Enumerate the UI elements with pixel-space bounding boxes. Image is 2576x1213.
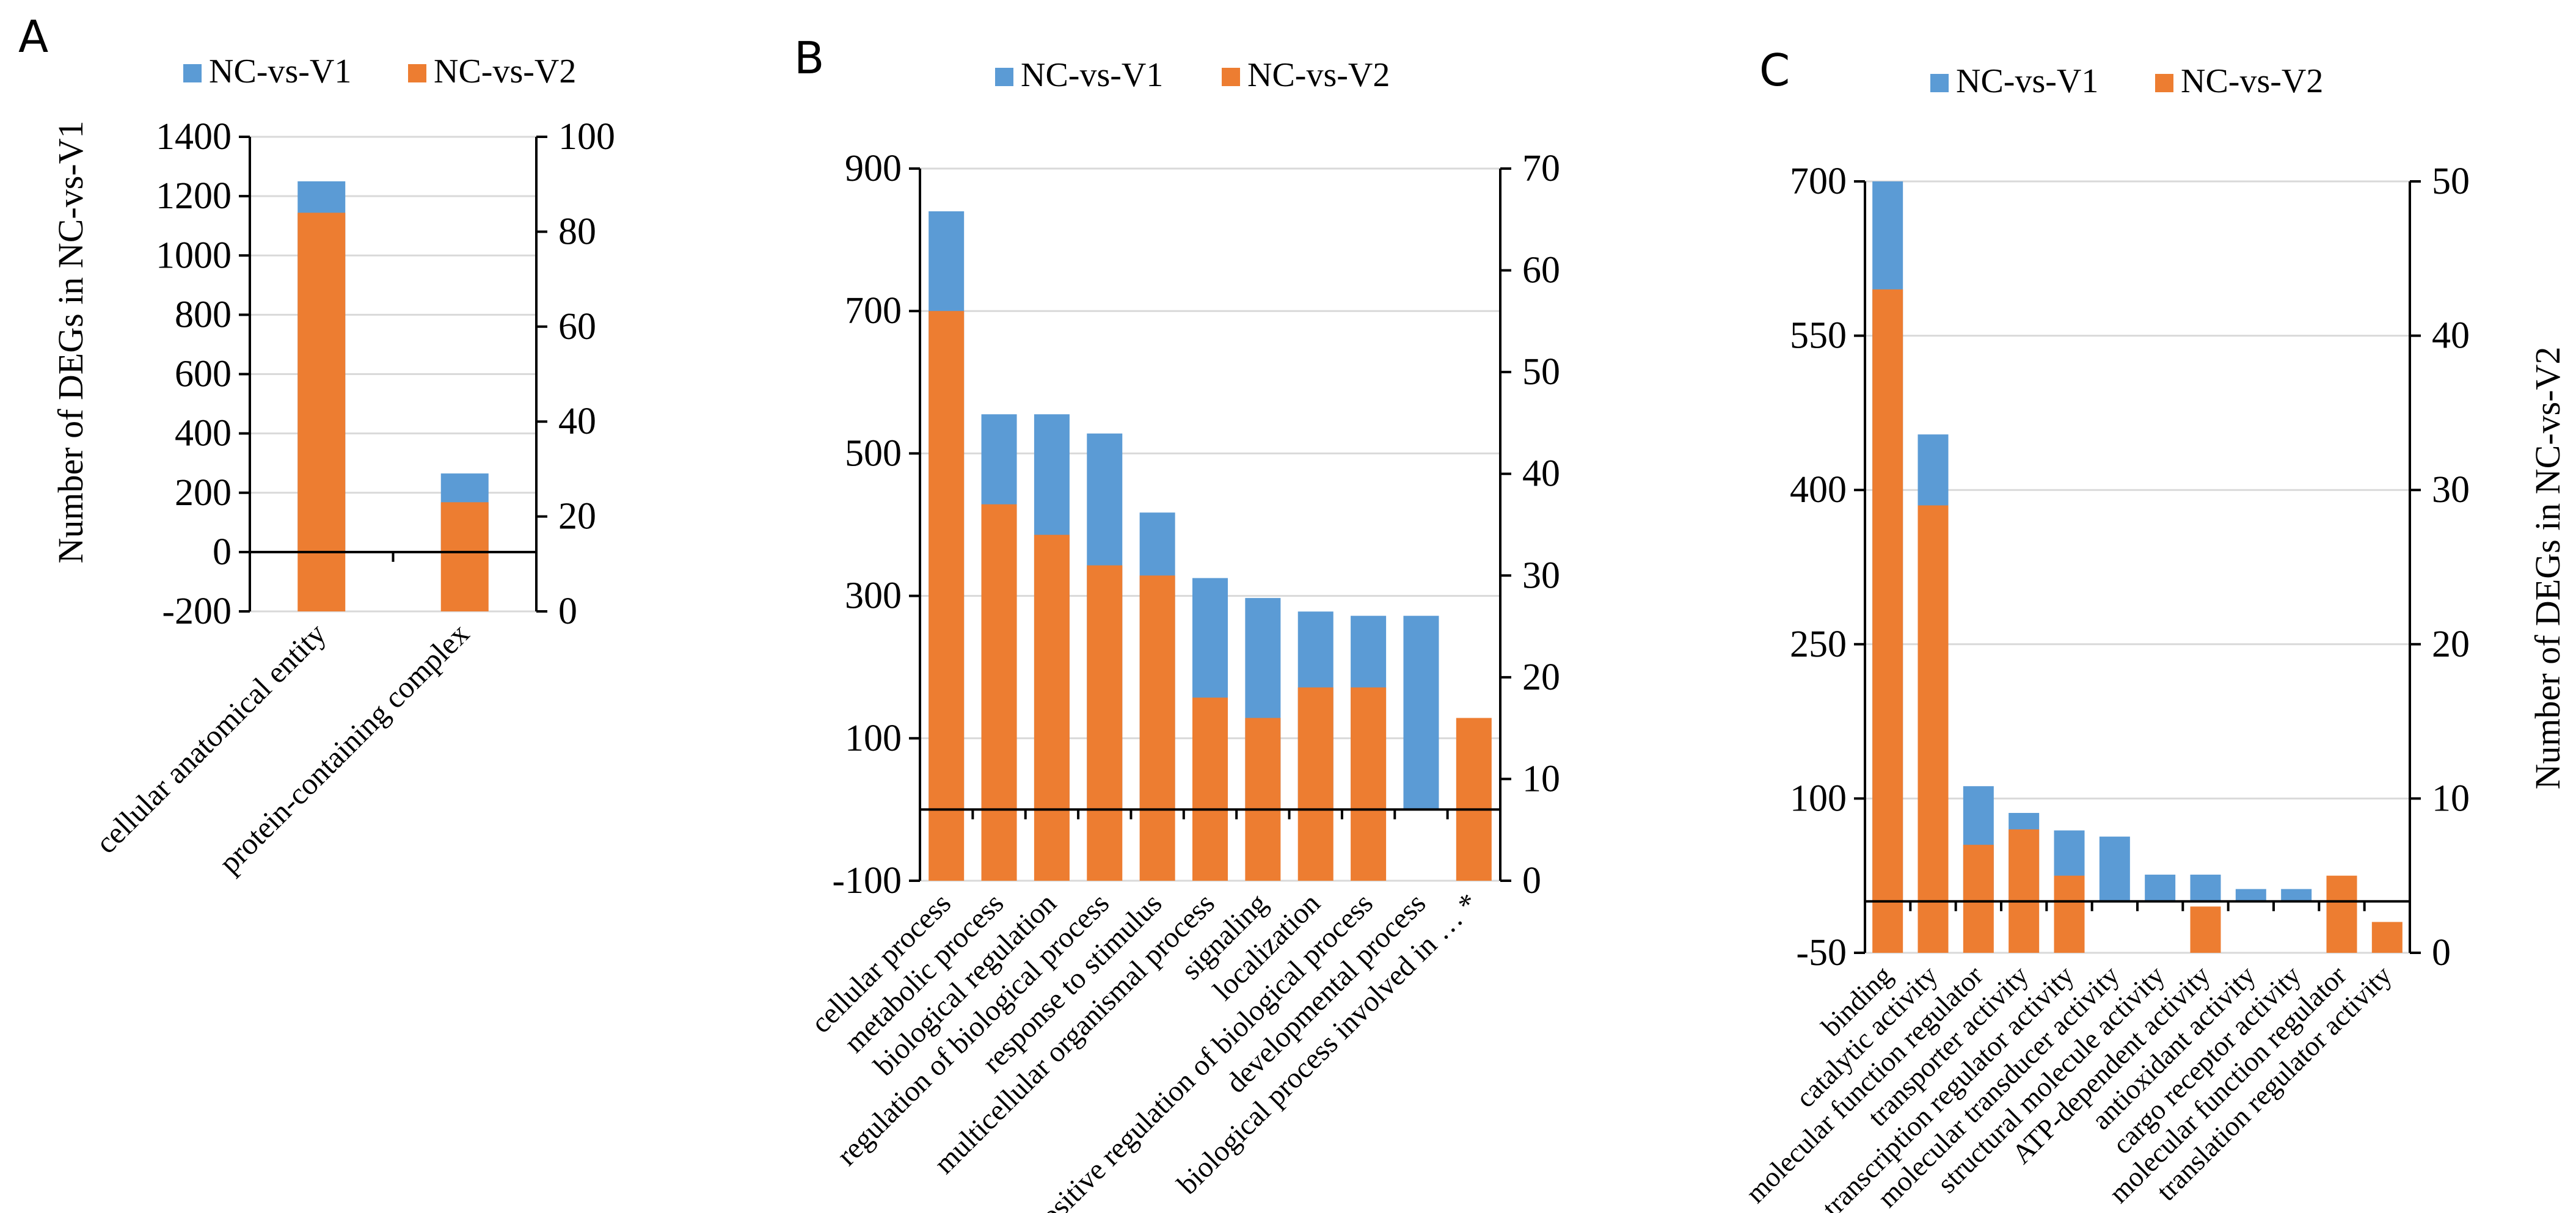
- left-axis-title: Number of DEGs in NC-vs-V1: [51, 121, 90, 564]
- right-tick-label: 50: [1522, 351, 1560, 393]
- bar-nc-vs-v2: [2054, 875, 2085, 953]
- bar-nc-vs-v2: [1192, 698, 1228, 881]
- bar-nc-vs-v2: [929, 311, 965, 881]
- legend-label-2: NC-vs-V2: [434, 53, 576, 90]
- bar-nc-vs-v2: [1034, 534, 1070, 881]
- panel-letter: B: [794, 32, 824, 84]
- left-tick-label: 400: [1790, 469, 1847, 511]
- left-tick-label: 400: [175, 413, 232, 454]
- left-tick-label: -200: [162, 591, 232, 632]
- left-tick-label: 700: [845, 290, 902, 332]
- right-tick-label: 80: [558, 211, 596, 252]
- right-tick-label: 10: [1522, 758, 1560, 800]
- category-label: cellular anatomical entity: [89, 616, 332, 860]
- left-tick-label: 550: [1790, 315, 1847, 357]
- left-tick-label: -50: [1796, 932, 1847, 974]
- bar-nc-vs-v2: [2371, 922, 2403, 953]
- left-tick-label: 100: [1790, 778, 1847, 819]
- left-tick-label: -100: [832, 860, 902, 902]
- bar-nc-vs-v2: [440, 502, 489, 611]
- right-tick-label: 40: [1522, 453, 1560, 495]
- right-tick-label: 0: [558, 591, 577, 632]
- left-tick-label: 1400: [156, 116, 232, 158]
- bar-nc-vs-v2: [1087, 565, 1123, 881]
- right-tick-label: 60: [1522, 250, 1560, 291]
- bar-nc-vs-v2: [1245, 718, 1281, 881]
- left-tick-label: 600: [175, 354, 232, 395]
- bar-nc-vs-v1: [2190, 875, 2221, 902]
- bar-nc-vs-v2: [2326, 875, 2357, 953]
- bar-nc-vs-v2: [1297, 687, 1334, 881]
- bar-nc-vs-v2: [1917, 505, 1949, 953]
- right-tick-label: 0: [1522, 860, 1541, 902]
- category-label: protein-containing complex: [212, 616, 475, 880]
- right-tick-label: 50: [2432, 161, 2470, 202]
- left-tick-label: 1200: [156, 175, 232, 217]
- right-tick-label: 30: [2432, 469, 2470, 511]
- bar-nc-vs-v2: [2009, 829, 2040, 953]
- legend-swatch-1: [1930, 74, 1949, 92]
- right-tick-label: 20: [1522, 657, 1560, 698]
- legend-label-2: NC-vs-V2: [2181, 62, 2323, 100]
- left-tick-label: 1000: [156, 235, 232, 276]
- right-axis-title: Number of DEGs in NC-vs-V2: [2528, 347, 2567, 790]
- legend-label-1: NC-vs-V1: [1956, 62, 2098, 100]
- bar-nc-vs-v1: [2145, 875, 2176, 902]
- panel-b: B NC-vs-V1 NC-vs-V2 -100 100 300 500 700 900 0 10 2…: [794, 32, 1560, 1213]
- left-tick-label: 0: [213, 531, 232, 573]
- legend-label-1: NC-vs-V1: [209, 53, 351, 90]
- bar-nc-vs-v2: [1351, 687, 1387, 881]
- panel-a: ANC-vs-V1 NC-vs-V2-2000200400600800100012…: [18, 11, 615, 880]
- bar-nc-vs-v2: [1139, 575, 1175, 881]
- legend-label-2: NC-vs-V2: [1247, 56, 1390, 94]
- bar-nc-vs-v2: [2190, 906, 2221, 953]
- legend-swatch-1: [995, 68, 1013, 86]
- bar-nc-vs-v1: [2099, 836, 2130, 902]
- left-tick-label: 200: [175, 472, 232, 514]
- right-tick-label: 30: [1522, 555, 1560, 596]
- bar-nc-vs-v2: [1963, 845, 1994, 953]
- legend-label-1: NC-vs-V1: [1021, 56, 1163, 94]
- left-tick-label: 900: [845, 148, 902, 189]
- bar-nc-vs-v2: [981, 504, 1017, 881]
- legend-swatch-2: [2155, 74, 2173, 92]
- bar-nc-vs-v2: [1872, 289, 1903, 953]
- right-tick-label: 20: [2432, 624, 2470, 665]
- panel-letter: C: [1759, 45, 1790, 96]
- right-tick-label: 20: [558, 496, 596, 537]
- panel-letter: A: [18, 11, 48, 62]
- left-tick-label: 800: [175, 294, 232, 335]
- left-tick-label: 300: [845, 575, 902, 617]
- legend-swatch-1: [183, 64, 202, 82]
- bar-nc-vs-v2: [297, 213, 346, 611]
- right-tick-label: 100: [558, 116, 615, 158]
- left-tick-label: 500: [845, 432, 902, 474]
- bar-nc-vs-v1: [2281, 889, 2312, 902]
- right-tick-label: 10: [2432, 778, 2470, 819]
- right-tick-label: 40: [2432, 315, 2470, 357]
- bar-nc-vs-v2: [1456, 718, 1492, 881]
- right-tick-label: 40: [558, 401, 596, 442]
- bar-nc-vs-v1: [2235, 889, 2266, 902]
- right-tick-label: 70: [1522, 148, 1560, 189]
- right-tick-label: 60: [558, 306, 596, 348]
- left-tick-label: 100: [845, 718, 902, 759]
- panel-c: C NC-vs-V1 NC-vs-V2 -50 100 250 400 550 700 0 10 20…: [1740, 45, 2567, 1213]
- left-tick-label: 250: [1790, 624, 1847, 665]
- left-tick-label: 700: [1790, 161, 1847, 202]
- legend-swatch-2: [408, 64, 426, 82]
- legend-swatch-2: [1222, 68, 1240, 86]
- bar-nc-vs-v1: [1403, 616, 1439, 810]
- right-tick-label: 0: [2432, 932, 2451, 974]
